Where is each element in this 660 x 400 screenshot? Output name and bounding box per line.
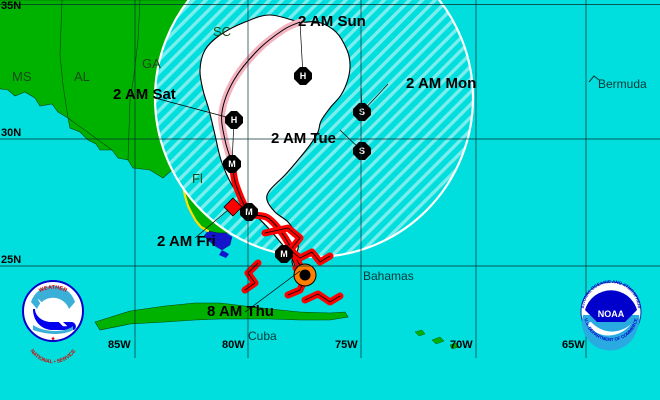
svg-text:S: S <box>359 107 365 117</box>
svg-text:70W: 70W <box>450 339 473 351</box>
svg-text:SC: SC <box>213 24 231 39</box>
svg-text:M: M <box>228 159 236 169</box>
svg-text:M: M <box>280 249 288 259</box>
svg-text:Bermuda: Bermuda <box>598 77 647 91</box>
svg-text:MS: MS <box>12 69 32 84</box>
svg-text:85W: 85W <box>108 339 131 351</box>
svg-text:2 AM Mon: 2 AM Mon <box>406 75 476 92</box>
svg-text:30N: 30N <box>1 127 21 139</box>
svg-text:8 AM Thu: 8 AM Thu <box>207 303 274 320</box>
svg-text:Cuba: Cuba <box>248 329 277 343</box>
svg-text:2 AM Tue: 2 AM Tue <box>271 130 336 147</box>
svg-text:AL: AL <box>74 69 90 84</box>
svg-text:25N: 25N <box>1 254 21 266</box>
svg-text:35N: 35N <box>1 0 21 12</box>
svg-text:75W: 75W <box>335 339 358 351</box>
svg-text:H: H <box>300 71 307 81</box>
svg-text:★: ★ <box>50 336 55 343</box>
svg-text:H: H <box>231 115 238 125</box>
svg-text:S: S <box>359 146 365 156</box>
svg-text:2 AM Sat: 2 AM Sat <box>113 86 176 103</box>
svg-text:Bahamas: Bahamas <box>363 269 414 283</box>
svg-text:2 AM Sun: 2 AM Sun <box>298 13 366 30</box>
svg-text:NOAA: NOAA <box>598 309 625 319</box>
svg-text:65W: 65W <box>562 339 585 351</box>
svg-text:GA: GA <box>142 56 161 71</box>
svg-text:M: M <box>245 207 253 217</box>
svg-text:80W: 80W <box>222 339 245 351</box>
svg-text:2 AM Fri: 2 AM Fri <box>157 233 216 250</box>
svg-text:Fl: Fl <box>192 171 203 186</box>
